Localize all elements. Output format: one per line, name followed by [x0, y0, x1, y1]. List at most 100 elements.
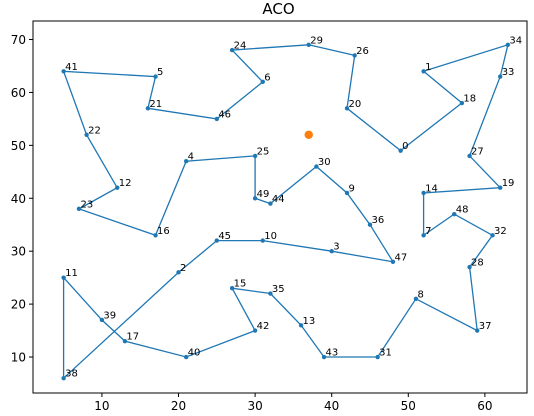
node-label-32: 32: [494, 226, 507, 237]
node-label-22: 22: [88, 125, 101, 136]
y-tick-label-40: 40: [11, 192, 26, 206]
node-point-37: [475, 328, 480, 333]
node-point-27: [467, 153, 472, 159]
node-point-26: [352, 53, 357, 58]
node-label-45: 45: [218, 231, 231, 242]
y-tick-label-50: 50: [11, 139, 26, 153]
node-point-42: [252, 328, 258, 333]
node-point-3: [329, 248, 334, 254]
node-label-13: 13: [303, 316, 316, 327]
node-layer: [61, 42, 511, 381]
node-label-6: 6: [264, 72, 270, 83]
node-point-30: [314, 164, 319, 169]
node-label-19: 19: [502, 178, 515, 189]
node-point-16: [153, 233, 158, 238]
node-point-32: [490, 233, 495, 238]
chart-title: ACO: [262, 0, 294, 18]
node-label-44: 44: [272, 194, 285, 205]
node-point-9: [344, 190, 350, 196]
node-label-23: 23: [80, 199, 93, 210]
node-point-39: [99, 317, 105, 323]
node-point-31: [375, 354, 380, 360]
node-point-44: [268, 201, 273, 206]
node-label-12: 12: [119, 178, 132, 189]
node-point-41: [61, 69, 66, 74]
node-label-43: 43: [326, 348, 339, 359]
y-tick-label-20: 20: [11, 298, 26, 312]
y-tick-label-30: 30: [11, 245, 26, 259]
node-label-14: 14: [425, 183, 438, 194]
node-label-40: 40: [188, 348, 201, 359]
node-label-5: 5: [157, 67, 163, 78]
node-label-21: 21: [149, 99, 162, 110]
node-label-31: 31: [379, 348, 392, 359]
node-label-24: 24: [234, 41, 247, 52]
node-point-22: [84, 132, 89, 137]
node-label-1: 1: [425, 62, 431, 73]
y-tick-label-10: 10: [11, 351, 26, 365]
node-label-38: 38: [65, 369, 78, 380]
depot-layer: [304, 130, 313, 139]
route-line: [62, 43, 509, 380]
node-point-43: [321, 354, 327, 360]
x-tick-label-30: 30: [247, 399, 262, 413]
node-label-41: 41: [65, 62, 78, 73]
node-point-47: [390, 259, 396, 264]
node-point-8: [413, 296, 419, 302]
node-point-29: [306, 42, 311, 48]
x-tick-label-20: 20: [171, 399, 186, 413]
node-point-0: [398, 148, 403, 153]
node-label-39: 39: [103, 310, 116, 321]
node-point-13: [298, 323, 304, 328]
x-tick-label-60: 60: [477, 399, 492, 413]
node-label-36: 36: [371, 215, 384, 226]
x-tick-label-10: 10: [94, 399, 109, 413]
node-label-28: 28: [471, 258, 484, 269]
node-label-20: 20: [349, 99, 362, 110]
node-point-25: [252, 153, 258, 159]
node-point-15: [229, 286, 235, 291]
node-label-16: 16: [157, 226, 170, 237]
node-label-25: 25: [257, 146, 270, 157]
node-label-42: 42: [257, 321, 270, 332]
node-label-3: 3: [333, 242, 339, 253]
node-point-19: [497, 185, 503, 190]
node-point-34: [505, 42, 511, 48]
node-point-45: [214, 238, 220, 243]
node-point-5: [153, 74, 158, 79]
node-point-33: [497, 74, 503, 79]
x-tick-label-50: 50: [401, 399, 416, 413]
node-label-0: 0: [402, 141, 408, 152]
x-axis-ticks: 10 20 30 40 50 60: [94, 393, 493, 413]
node-point-1: [421, 69, 426, 74]
y-axis-ticks: 10 20 30 40 50 60 70: [11, 33, 33, 365]
node-label-47: 47: [394, 252, 407, 263]
node-point-24: [229, 47, 235, 53]
node-label-26: 26: [356, 46, 369, 57]
node-point-49: [252, 196, 258, 201]
node-point-23: [76, 206, 82, 212]
node-point-10: [260, 238, 265, 243]
node-point-14: [421, 190, 426, 196]
node-point-17: [122, 338, 128, 344]
node-point-36: [367, 222, 373, 227]
depot-point: [304, 130, 313, 139]
node-label-7: 7: [425, 226, 431, 237]
node-point-21: [145, 106, 151, 111]
node-point-38: [61, 375, 66, 381]
node-point-4: [183, 159, 189, 164]
node-label-9: 9: [349, 183, 355, 194]
node-label-49: 49: [257, 189, 270, 200]
node-label-46: 46: [218, 109, 231, 120]
node-label-37: 37: [479, 321, 492, 332]
node-point-35: [268, 291, 273, 296]
node-point-2: [176, 270, 181, 275]
node-label-48: 48: [456, 205, 469, 216]
node-point-7: [421, 233, 426, 238]
node-label-10: 10: [264, 231, 277, 242]
node-label-4: 4: [188, 152, 194, 163]
node-label-35: 35: [272, 284, 285, 295]
node-label-34: 34: [509, 35, 522, 46]
